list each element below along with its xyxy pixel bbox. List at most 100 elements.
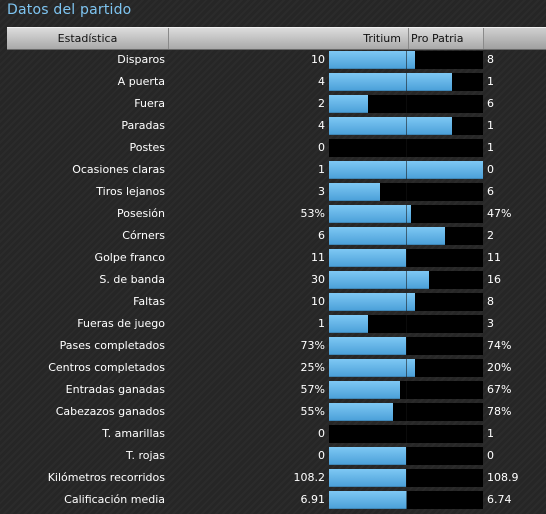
- home-share-bar: [329, 469, 406, 487]
- stats-table-header: Estadística Tritium Pro Patria: [7, 27, 546, 50]
- comparison-bar-track: [329, 469, 483, 487]
- comparison-bar-track: [329, 117, 483, 135]
- home-value: 57%: [300, 383, 325, 396]
- home-share-bar: [329, 249, 406, 267]
- stat-label: A puerta: [117, 75, 165, 88]
- header-spacer: [483, 28, 546, 49]
- home-value: 0: [318, 449, 325, 462]
- away-value: 74%: [487, 339, 512, 352]
- stat-row: Calificación media 6.91 6.74: [0, 489, 546, 511]
- home-share-bar: [329, 271, 429, 289]
- away-value: 47%: [487, 207, 512, 220]
- stat-row: Tiros lejanos 3 6: [0, 181, 546, 203]
- bar-midpoint-marker: [406, 249, 407, 267]
- stat-row: T. amarillas 0 1: [0, 423, 546, 445]
- stat-row: Centros completados 25% 20%: [0, 357, 546, 379]
- stat-label: Entradas ganadas: [65, 383, 165, 396]
- home-share-bar: [329, 315, 368, 333]
- comparison-bar-track: [329, 51, 483, 69]
- stat-row: Córners 6 2: [0, 225, 546, 247]
- stat-label: Faltas: [133, 295, 165, 308]
- stat-row: T. rojas 0 0: [0, 445, 546, 467]
- stat-row: A puerta 4 1: [0, 71, 546, 93]
- home-value: 6: [318, 229, 325, 242]
- bar-midpoint-marker: [406, 161, 407, 179]
- away-value: 6.74: [487, 493, 512, 506]
- home-value: 3: [318, 185, 325, 198]
- stats-table-body: Disparos 10 8 A puerta 4 1 Fuera 2 6 Paradas 4 1 Pos…: [0, 49, 546, 511]
- home-share-bar: [329, 491, 407, 509]
- bar-midpoint-marker: [406, 381, 407, 399]
- home-value: 53%: [300, 207, 325, 220]
- stat-label: Golpe franco: [94, 251, 165, 264]
- bar-midpoint-marker: [406, 359, 407, 377]
- away-value: 20%: [487, 361, 512, 374]
- away-value: 108.9: [487, 471, 519, 484]
- home-share-bar: [329, 73, 452, 91]
- away-value: 8: [487, 295, 494, 308]
- column-header-away-team[interactable]: Pro Patria: [411, 32, 464, 45]
- stat-row: Posesión 53% 47%: [0, 203, 546, 225]
- bar-midpoint-marker: [406, 491, 407, 509]
- home-value: 2: [318, 97, 325, 110]
- home-value: 30: [311, 273, 325, 286]
- stat-row: Entradas ganadas 57% 67%: [0, 379, 546, 401]
- comparison-bar-track: [329, 139, 483, 157]
- stat-label: Kilómetros recorridos: [47, 471, 165, 484]
- stat-label: Paradas: [121, 119, 165, 132]
- comparison-bar-track: [329, 337, 483, 355]
- comparison-bar-track: [329, 381, 483, 399]
- away-value: 67%: [487, 383, 512, 396]
- home-value: 6.91: [300, 493, 326, 506]
- stat-row: Fuera 2 6: [0, 93, 546, 115]
- bar-midpoint-marker: [406, 469, 407, 487]
- bar-midpoint-marker: [406, 425, 407, 443]
- away-value: 6: [487, 97, 494, 110]
- stat-label: Tiros lejanos: [96, 185, 165, 198]
- home-share-bar: [329, 293, 415, 311]
- comparison-bar-track: [329, 271, 483, 289]
- comparison-bar-track: [329, 359, 483, 377]
- bar-midpoint-marker: [406, 227, 407, 245]
- away-value: 1: [487, 119, 494, 132]
- comparison-bar-track: [329, 183, 483, 201]
- bar-midpoint-marker: [406, 315, 407, 333]
- home-value: 0: [318, 141, 325, 154]
- stat-row: Pases completados 73% 74%: [0, 335, 546, 357]
- stat-label: Córners: [122, 229, 165, 242]
- stat-label: Centros completados: [48, 361, 165, 374]
- stat-label: Calificación media: [64, 493, 165, 506]
- home-value: 25%: [300, 361, 325, 374]
- stat-label: S. de banda: [99, 273, 165, 286]
- column-header-statistic[interactable]: Estadística: [7, 28, 169, 49]
- comparison-bar-track: [329, 491, 483, 509]
- comparison-bar-track: [329, 161, 483, 179]
- home-value: 11: [311, 251, 325, 264]
- away-value: 0: [487, 449, 494, 462]
- stat-row: Faltas 10 8: [0, 291, 546, 313]
- stat-row: Fueras de juego 1 3: [0, 313, 546, 335]
- away-value: 78%: [487, 405, 512, 418]
- home-value: 0: [318, 427, 325, 440]
- away-value: 11: [487, 251, 501, 264]
- column-header-home-team[interactable]: Tritium: [363, 32, 401, 45]
- away-value: 2: [487, 229, 494, 242]
- comparison-bar-track: [329, 205, 483, 223]
- stat-row: S. de banda 30 16: [0, 269, 546, 291]
- bar-midpoint-marker: [406, 73, 407, 91]
- stat-row: Golpe franco 11 11: [0, 247, 546, 269]
- comparison-bar-track: [329, 447, 483, 465]
- away-value: 8: [487, 53, 494, 66]
- bar-midpoint-marker: [406, 293, 407, 311]
- away-value: 1: [487, 427, 494, 440]
- home-share-bar: [329, 381, 400, 399]
- home-value: 1: [318, 163, 325, 176]
- home-share-bar: [329, 337, 406, 355]
- home-share-bar: [329, 95, 368, 113]
- away-value: 3: [487, 317, 494, 330]
- stat-label: Cabezazos ganados: [55, 405, 165, 418]
- comparison-bar-track: [329, 249, 483, 267]
- home-value: 10: [311, 295, 325, 308]
- bar-midpoint-marker: [406, 95, 407, 113]
- away-value: 1: [487, 141, 494, 154]
